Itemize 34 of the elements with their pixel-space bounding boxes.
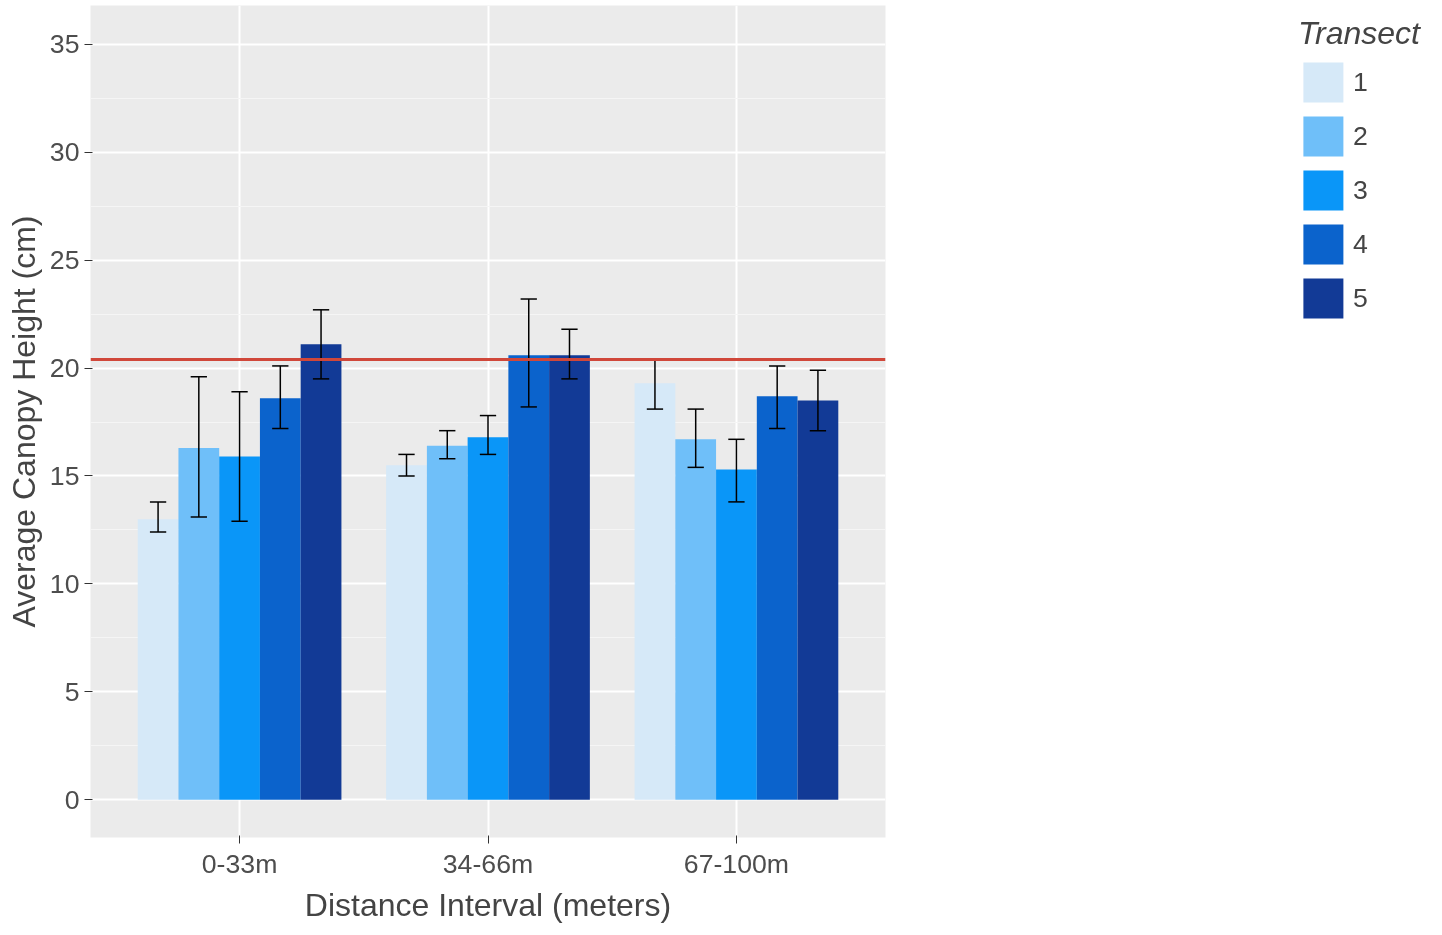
legend-label: 2 (1352, 120, 1369, 152)
legend-title: Transect (1297, 15, 1420, 52)
y-tick-label: 20 (49, 353, 80, 384)
legend-label: 4 (1352, 228, 1369, 260)
x-tick-label: 0-33m (201, 848, 278, 879)
bar (426, 445, 468, 800)
y-tick-label: 25 (49, 245, 80, 276)
y-tick-label: 10 (49, 568, 80, 599)
y-tick-label: 35 (49, 29, 80, 60)
bar (797, 400, 839, 800)
bar (756, 396, 798, 800)
x-tick-label: 67-100m (683, 848, 790, 879)
bar (137, 519, 179, 800)
y-tick-label: 15 (49, 461, 80, 491)
bar (178, 447, 220, 800)
bar (467, 437, 509, 800)
bar (675, 439, 717, 800)
bar (219, 456, 260, 800)
y-tick-label: 0 (64, 784, 80, 815)
x-tick-label: 34-66m (442, 848, 534, 879)
bar (259, 398, 301, 800)
bar (549, 355, 590, 800)
y-tick-label: 30 (49, 137, 80, 168)
x-axis-title: Distance Interval (meters) (304, 886, 672, 923)
bar (508, 355, 550, 800)
y-axis-title: Average Canopy Height (cm) (5, 215, 42, 628)
y-tick-label: 5 (64, 676, 80, 707)
legend-label: 5 (1352, 282, 1369, 314)
bar (386, 465, 427, 800)
legend-label: 3 (1352, 174, 1369, 206)
bar (300, 344, 342, 800)
bar (634, 383, 676, 800)
legend-label: 1 (1352, 66, 1369, 98)
bar (716, 469, 757, 800)
